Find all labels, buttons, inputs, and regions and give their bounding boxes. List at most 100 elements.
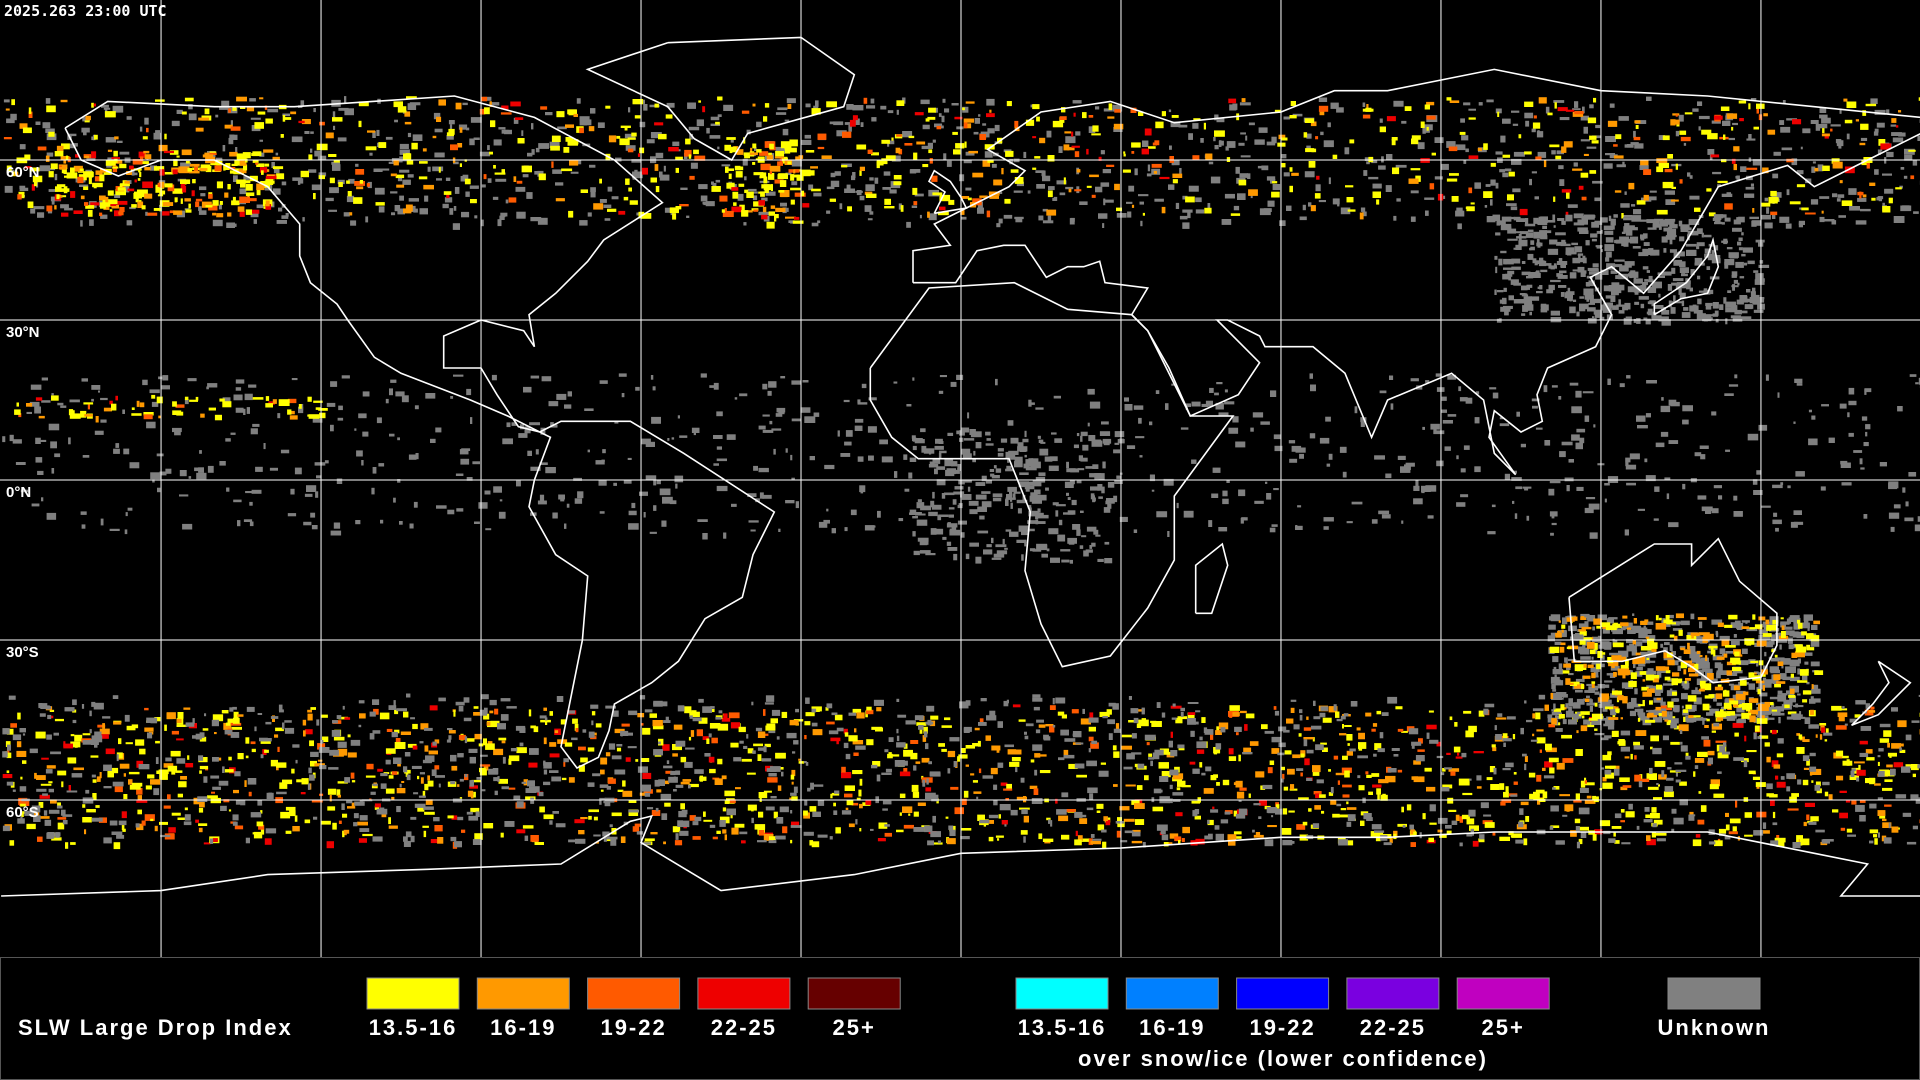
cloud-speck	[1844, 723, 1848, 726]
cloud-speck	[1871, 197, 1876, 201]
cloud-speck	[1300, 750, 1306, 757]
cloud-speck	[1413, 776, 1425, 783]
cloud-speck	[1377, 793, 1380, 800]
cloud-speck	[1429, 739, 1439, 744]
cloud-speck	[1759, 735, 1769, 739]
cloud-speck	[1192, 768, 1200, 774]
cloud-speck	[1646, 839, 1656, 846]
cloud-speck	[1794, 651, 1805, 658]
cloud-speck	[1643, 671, 1652, 675]
cloud-speck	[554, 730, 559, 734]
cloud-speck	[1879, 738, 1890, 743]
cloud-speck	[6, 165, 12, 173]
cloud-speck	[1152, 142, 1157, 146]
cloud-speck	[1754, 624, 1763, 629]
cloud-speck	[960, 216, 967, 220]
cloud-speck	[1792, 842, 1801, 849]
cloud-speck	[1377, 748, 1385, 753]
cloud-speck	[1011, 757, 1021, 762]
cloud-speck	[70, 734, 75, 737]
cloud-speck	[244, 780, 247, 787]
cloud-speck	[1849, 718, 1857, 723]
cloud-speck	[1550, 632, 1559, 637]
cloud-speck	[63, 743, 73, 749]
cloud-speck	[1707, 149, 1715, 155]
cloud-speck	[1639, 651, 1651, 656]
cloud-speck	[1607, 657, 1614, 664]
cloud-speck	[786, 207, 789, 212]
cloud-speck	[717, 96, 723, 101]
cloud-speck	[1700, 454, 1706, 460]
cloud-speck	[689, 815, 696, 821]
cloud-speck	[1624, 191, 1627, 195]
cloud-speck	[112, 165, 118, 173]
cloud-speck	[1738, 100, 1747, 104]
cloud-speck	[1379, 732, 1384, 739]
cloud-speck	[1224, 811, 1231, 815]
cloud-speck	[1802, 652, 1813, 656]
cloud-speck	[899, 812, 902, 816]
cloud-speck	[884, 206, 895, 209]
cloud-speck	[599, 178, 602, 184]
cloud-speck	[1795, 703, 1799, 708]
cloud-speck	[636, 212, 639, 216]
cloud-speck	[175, 770, 183, 773]
cloud-speck	[35, 731, 46, 739]
cloud-speck	[1770, 800, 1775, 806]
cloud-speck	[1270, 390, 1277, 397]
cloud-speck	[1685, 755, 1691, 760]
cloud-speck	[1624, 144, 1634, 148]
cloud-speck	[563, 147, 570, 153]
cloud-speck	[329, 177, 335, 184]
cloud-speck	[1680, 620, 1690, 626]
cloud-speck	[1258, 816, 1262, 819]
cloud-speck	[397, 208, 405, 215]
cloud-speck	[1108, 733, 1113, 740]
cloud-speck	[629, 200, 638, 205]
cloud-speck	[649, 713, 657, 718]
cloud-speck	[29, 167, 40, 172]
cloud-speck	[1492, 832, 1496, 836]
cloud-speck	[1264, 730, 1274, 734]
cloud-speck	[672, 744, 682, 751]
cloud-speck	[768, 211, 775, 216]
cloud-speck	[1531, 171, 1537, 174]
cloud-speck	[1451, 820, 1458, 825]
cloud-speck	[628, 107, 631, 113]
cloud-speck	[1844, 166, 1855, 174]
cloud-speck	[366, 183, 370, 187]
cloud-speck	[1809, 766, 1817, 772]
cloud-speck	[891, 137, 894, 141]
cloud-speck	[336, 715, 342, 719]
cloud-speck	[1283, 729, 1290, 733]
cloud-speck	[1814, 784, 1821, 791]
cloud-speck	[1903, 175, 1908, 179]
cloud-speck	[921, 757, 930, 763]
cloud-speck	[38, 703, 48, 709]
cloud-speck	[1750, 98, 1757, 101]
cloud-speck	[125, 742, 133, 745]
cloud-speck	[1125, 784, 1136, 787]
cloud-speck	[135, 823, 140, 828]
cloud-speck	[1122, 169, 1131, 173]
cloud-speck	[397, 437, 400, 441]
cloud-speck	[1305, 148, 1315, 153]
cloud-speck	[1365, 771, 1369, 775]
cloud-speck	[679, 204, 689, 207]
cloud-speck	[1734, 374, 1738, 379]
cloud-speck	[962, 106, 969, 113]
cloud-speck	[391, 771, 398, 775]
cloud-speck	[322, 736, 329, 742]
cloud-speck	[692, 836, 701, 840]
cloud-speck	[233, 789, 239, 794]
cloud-speck	[754, 824, 766, 830]
cloud-speck	[599, 199, 607, 203]
cloud-speck	[598, 480, 607, 486]
cloud-speck	[236, 179, 246, 184]
cloud-speck	[236, 799, 243, 802]
cloud-speck	[1637, 508, 1645, 511]
cloud-speck	[1822, 781, 1830, 786]
cloud-speck	[121, 811, 127, 819]
cloud-speck	[420, 777, 424, 784]
cloud-speck	[1049, 725, 1055, 733]
